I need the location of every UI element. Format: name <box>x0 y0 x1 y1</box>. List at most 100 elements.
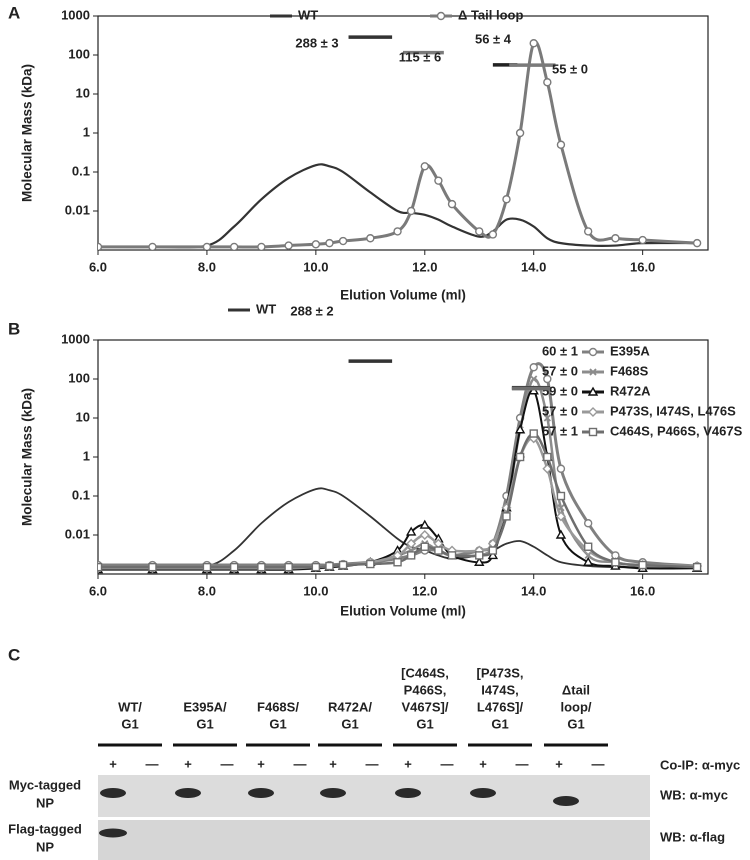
marker <box>475 551 484 560</box>
marker <box>556 491 566 501</box>
band <box>175 788 201 798</box>
y-tick-label: 0.1 <box>72 487 90 502</box>
x-tick-label: 10.0 <box>303 583 328 598</box>
marker <box>148 562 157 572</box>
lane-group-label: G1 <box>121 716 138 731</box>
legend-label: C464S, P466S, V467S <box>610 423 743 438</box>
x-tick-label: 12.0 <box>412 259 437 274</box>
marker <box>325 238 334 248</box>
lane-sign: + <box>329 756 337 771</box>
lane-group-label: P466S, <box>404 682 447 697</box>
band <box>320 788 346 798</box>
marker <box>515 452 525 462</box>
y-tick-label: 0.01 <box>65 526 90 541</box>
y-axis-title: Molecular Mass (kDa) <box>20 64 35 202</box>
lane-group-label: L476S]/ <box>477 699 524 714</box>
marker <box>488 230 498 239</box>
marker <box>406 538 417 549</box>
band <box>100 788 126 798</box>
marker <box>419 530 430 540</box>
marker <box>555 529 567 539</box>
mass-label: 57 ± 0 <box>542 363 578 378</box>
marker <box>202 562 212 572</box>
mass-label: 55 ± 0 <box>552 61 588 76</box>
row-label: Flag-tagged <box>8 821 82 836</box>
legend-label: P473S, I474S, L476S <box>610 403 736 418</box>
marker <box>338 560 348 570</box>
lane-group-label: E395A/ <box>183 699 227 714</box>
mass-label: 57 ± 0 <box>542 403 578 418</box>
series-line <box>98 377 698 571</box>
marker <box>148 242 157 250</box>
lane-sign: + <box>555 756 563 771</box>
lane-group-label: loop/ <box>560 699 591 714</box>
marker <box>257 562 266 572</box>
blot-right-label: WB: α-flag <box>660 829 725 844</box>
band <box>470 788 496 798</box>
marker <box>543 414 551 422</box>
series-line <box>98 40 698 249</box>
marker <box>502 512 511 521</box>
marker <box>488 546 498 555</box>
lane-sign: — <box>146 756 159 771</box>
legend-label: R472A <box>610 383 651 398</box>
marker <box>436 11 446 21</box>
marker <box>588 347 598 357</box>
legend-label: WT <box>298 7 318 22</box>
marker <box>583 227 593 236</box>
y-tick-label: 1000 <box>61 331 90 346</box>
marker <box>589 368 597 376</box>
mass-label: 57 ± 1 <box>542 423 578 438</box>
legend-label: WT <box>256 301 276 316</box>
y-tick-label: 0.1 <box>72 163 90 178</box>
y-tick-label: 100 <box>68 46 90 61</box>
series-line <box>98 163 698 249</box>
lane-sign: + <box>479 756 487 771</box>
lane-sign: + <box>184 756 192 771</box>
series-line <box>98 389 698 571</box>
x-tick-label: 6.0 <box>89 259 107 274</box>
series-line <box>98 487 698 569</box>
marker <box>98 242 103 250</box>
x-tick-label: 16.0 <box>630 259 655 274</box>
panel-label: C <box>8 645 20 664</box>
marker <box>502 195 511 204</box>
lane-sign: — <box>294 756 307 771</box>
lane-group-label: WT/ <box>118 699 142 714</box>
marker <box>611 234 620 243</box>
blot-right-label: WB: α-myc <box>660 787 728 802</box>
lane-group-label: [C464S, <box>401 665 449 680</box>
marker <box>393 558 402 567</box>
marker <box>588 427 598 437</box>
blot-right-label: Co-IP: α-myc <box>660 757 740 772</box>
marker <box>529 429 538 438</box>
marker <box>420 162 429 171</box>
marker <box>284 562 293 572</box>
marker <box>406 551 416 560</box>
lane-sign: + <box>109 756 117 771</box>
blot-flag <box>98 820 650 860</box>
lane-sign: — <box>221 756 234 771</box>
y-tick-label: 1 <box>83 448 90 463</box>
panel-label: B <box>8 319 20 338</box>
lane-sign: — <box>441 756 454 771</box>
lane-group-label: Δtail <box>562 682 590 697</box>
x-tick-label: 16.0 <box>630 583 655 598</box>
marker <box>556 140 566 149</box>
marker <box>257 242 266 250</box>
x-tick-label: 8.0 <box>198 259 216 274</box>
marker <box>229 562 239 572</box>
lane-group-label: G1 <box>567 716 584 731</box>
marker <box>474 556 485 566</box>
marker <box>583 542 593 551</box>
marker <box>434 546 443 555</box>
lane-group-label: V467S]/ <box>402 699 449 714</box>
band <box>395 788 421 798</box>
marker <box>284 241 293 250</box>
marker <box>366 559 375 569</box>
x-tick-label: 14.0 <box>521 259 546 274</box>
y-axis-title: Molecular Mass (kDa) <box>20 388 35 526</box>
marker <box>529 363 538 372</box>
marker <box>406 206 416 216</box>
marker <box>582 556 594 566</box>
